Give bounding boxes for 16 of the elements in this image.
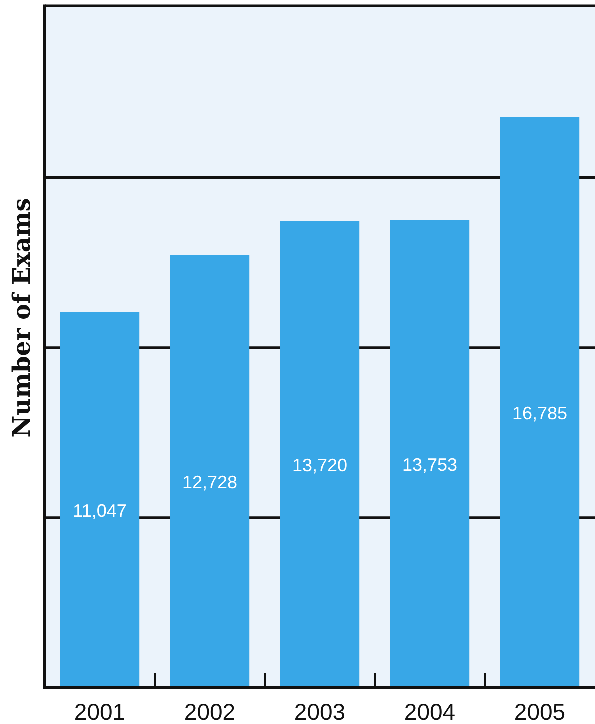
bar [280,221,360,688]
data-label: 13,720 [292,455,348,476]
bar [170,255,250,688]
data-label: 11,047 [73,500,127,521]
x-tick-label: 2004 [404,699,456,724]
data-label: 16,785 [512,403,568,424]
data-label: 12,728 [182,472,238,492]
y-axis-title: Number of Exams [7,198,36,438]
x-tick-label: 2001 [74,699,126,724]
bar [500,117,580,688]
x-tick-label: 2002 [184,699,236,724]
data-label: 13,753 [402,454,458,475]
bar [60,312,140,688]
bar [390,220,470,688]
x-tick-label: 2005 [514,699,566,724]
x-tick-label: 2003 [294,699,346,724]
